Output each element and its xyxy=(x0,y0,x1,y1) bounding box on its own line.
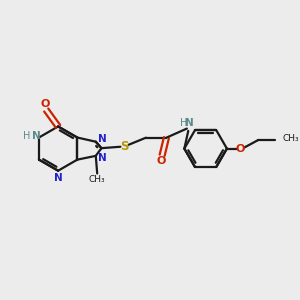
Text: N: N xyxy=(54,173,63,183)
Text: N: N xyxy=(98,153,106,163)
Text: O: O xyxy=(236,144,245,154)
Text: S: S xyxy=(121,140,129,153)
Text: N: N xyxy=(98,134,106,145)
Text: N: N xyxy=(32,131,40,141)
Text: H: H xyxy=(180,118,187,128)
Text: CH₃: CH₃ xyxy=(89,175,106,184)
Text: O: O xyxy=(40,99,50,109)
Text: CH₃: CH₃ xyxy=(282,134,299,143)
Text: O: O xyxy=(156,157,165,166)
Text: H: H xyxy=(22,131,30,141)
Text: N: N xyxy=(185,118,194,128)
